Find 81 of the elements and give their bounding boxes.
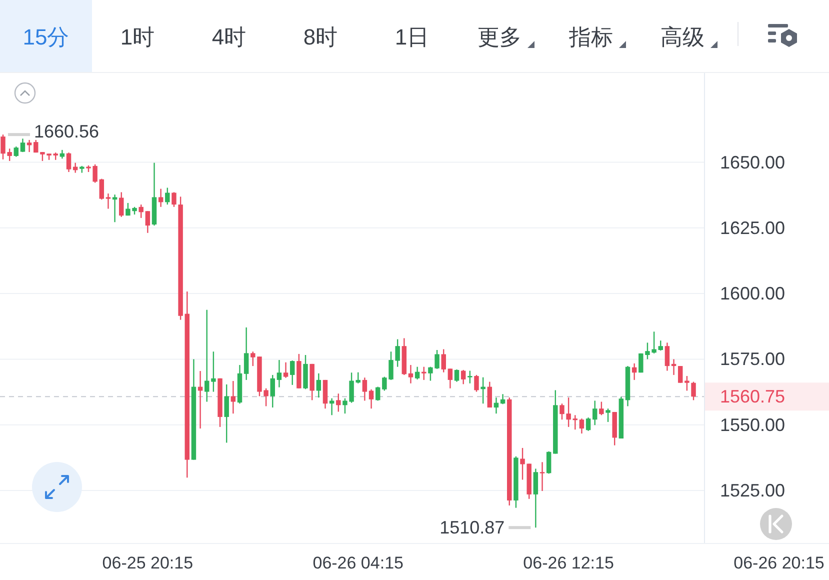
candlestick <box>678 365 683 384</box>
candlestick <box>579 418 584 434</box>
candlestick <box>336 393 341 412</box>
candlestick <box>26 139 32 153</box>
candlestick <box>165 187 170 206</box>
candlestick <box>230 380 236 414</box>
candlestick <box>204 309 210 402</box>
candlestick <box>290 360 295 386</box>
text: 15分 <box>22 24 70 50</box>
candlestick <box>368 388 374 410</box>
candlestick <box>145 210 150 234</box>
text: 指标 <box>568 24 613 50</box>
candlestick <box>34 139 38 154</box>
x-tick-label: 06-25 20:15 <box>102 554 194 572</box>
candlestick <box>270 374 275 408</box>
candlestick <box>106 192 111 210</box>
y-tick-label: 1525.00 <box>720 480 786 500</box>
candlestick <box>211 350 216 392</box>
candlestick <box>606 408 610 423</box>
candlestick <box>468 370 472 384</box>
y-tick-label: 1600.00 <box>720 284 786 304</box>
annotation: 1510.87 <box>440 518 505 538</box>
candlestick <box>224 384 229 444</box>
candlestick <box>658 340 663 352</box>
candlestick <box>454 368 460 382</box>
candlestick <box>533 468 538 528</box>
candlestick <box>276 359 282 388</box>
candlestick <box>572 414 578 430</box>
text: 4时 <box>212 24 246 50</box>
text: 更多 <box>478 24 522 50</box>
x-tick-label: 06-26 12:15 <box>523 554 614 572</box>
candlestick <box>158 188 164 208</box>
candlestick <box>500 394 506 405</box>
candlestick <box>72 162 78 174</box>
candlestick <box>119 192 124 218</box>
candlestick <box>138 204 144 219</box>
candlestick <box>474 374 479 392</box>
candlestick <box>684 375 690 392</box>
candlestick <box>316 372 322 398</box>
candlestick <box>599 401 604 416</box>
candlestick <box>422 366 426 381</box>
x-tick-label: 06-26 20:15 <box>734 554 824 572</box>
candlestick <box>494 396 499 414</box>
candlestick <box>322 379 328 410</box>
text: 8时 <box>303 24 338 50</box>
candlestick <box>408 364 414 384</box>
y-tick-label: 1650.00 <box>720 152 786 172</box>
candlestick <box>487 381 492 408</box>
candlestick <box>441 348 446 373</box>
y-tick-label: 1625.00 <box>720 218 786 238</box>
candlestick <box>586 416 591 432</box>
candlestick <box>664 342 670 372</box>
candlestick <box>66 152 72 173</box>
candlestick <box>172 192 176 208</box>
candlestick <box>244 326 249 381</box>
candlestick <box>592 400 598 426</box>
text: 高级 <box>660 24 704 50</box>
x-tick-label: 06-26 04:15 <box>312 554 404 572</box>
candlestick <box>356 372 360 384</box>
candlestick <box>362 376 368 402</box>
ref-line-label: 1560.75 <box>720 386 786 407</box>
candlestick <box>414 366 420 380</box>
text: 1日 <box>394 24 430 50</box>
candlestick <box>546 450 552 474</box>
candlestick <box>540 462 545 492</box>
y-tick-label: 1550.00 <box>720 414 786 435</box>
candlestick <box>14 146 19 158</box>
annotation: 1660.56 <box>34 122 100 142</box>
candlestick <box>448 368 453 389</box>
candlestick <box>691 381 696 401</box>
candlestick <box>112 194 118 223</box>
candlestick <box>283 362 288 378</box>
candlestick <box>671 358 676 376</box>
candlestick <box>329 398 334 416</box>
candlestick <box>99 178 104 200</box>
y-tick-label: 1575.00 <box>720 349 786 370</box>
text: 1时 <box>120 24 155 50</box>
candlestick <box>375 386 380 402</box>
candlestick <box>460 369 466 385</box>
candlestick <box>632 362 637 381</box>
candlestick <box>20 138 26 153</box>
